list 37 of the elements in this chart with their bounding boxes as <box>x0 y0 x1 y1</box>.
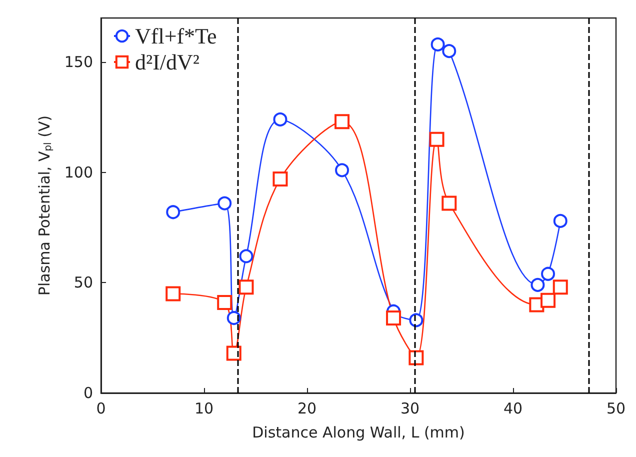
y-tick-label: 50 <box>74 274 93 292</box>
legend-label: d²I/dV² <box>135 50 200 74</box>
point <box>226 346 242 361</box>
point <box>166 205 180 220</box>
y-axis-title: Plasma Potential, Vpl (V) <box>35 115 54 296</box>
point <box>442 44 456 58</box>
point <box>166 286 181 302</box>
y-tick-label: 150 <box>64 53 93 72</box>
point <box>272 172 288 187</box>
x-tick-label: 40 <box>503 400 523 418</box>
y-tick-label: 0 <box>83 384 93 402</box>
point <box>442 196 457 211</box>
point <box>386 310 402 326</box>
point <box>530 278 545 292</box>
point <box>226 311 241 325</box>
x-tick-label: 10 <box>194 400 214 418</box>
point <box>541 266 556 281</box>
point <box>553 214 568 228</box>
point <box>273 112 288 126</box>
point <box>430 37 445 52</box>
x-tick-label: 50 <box>606 400 626 418</box>
point <box>552 280 568 295</box>
point <box>408 350 424 366</box>
point <box>239 249 254 264</box>
y-tick-label: 100 <box>64 163 93 182</box>
legend-label: Vfl+f*Te <box>135 24 217 48</box>
point <box>218 196 232 210</box>
point <box>238 280 254 295</box>
point <box>334 114 350 130</box>
x-tick-label: 30 <box>400 400 420 418</box>
point <box>335 163 350 178</box>
point <box>429 132 444 147</box>
x-tick-label: 20 <box>297 400 317 418</box>
point <box>217 295 232 310</box>
x-tick-label: 0 <box>96 400 106 418</box>
x-axis-title: Distance Along Wall, L (mm) <box>252 424 465 442</box>
point <box>540 292 556 308</box>
